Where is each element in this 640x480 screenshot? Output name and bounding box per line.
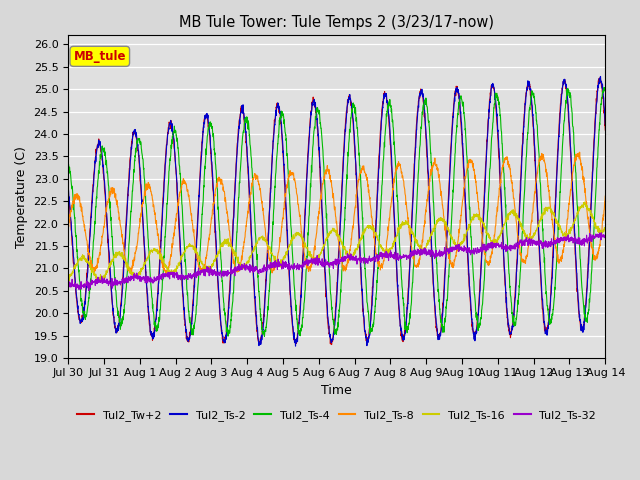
X-axis label: Time: Time (321, 384, 352, 397)
Y-axis label: Temperature (C): Temperature (C) (15, 146, 28, 248)
Text: MB_tule: MB_tule (74, 50, 126, 63)
Title: MB Tule Tower: Tule Temps 2 (3/23/17-now): MB Tule Tower: Tule Temps 2 (3/23/17-now… (179, 15, 494, 30)
Legend: Tul2_Tw+2, Tul2_Ts-2, Tul2_Ts-4, Tul2_Ts-8, Tul2_Ts-16, Tul2_Ts-32: Tul2_Tw+2, Tul2_Ts-2, Tul2_Ts-4, Tul2_Ts… (73, 406, 600, 425)
